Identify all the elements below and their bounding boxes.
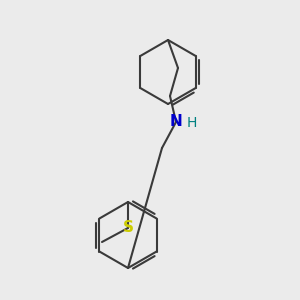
Text: S: S — [122, 220, 134, 236]
Text: N: N — [169, 115, 182, 130]
Text: H: H — [187, 116, 197, 130]
